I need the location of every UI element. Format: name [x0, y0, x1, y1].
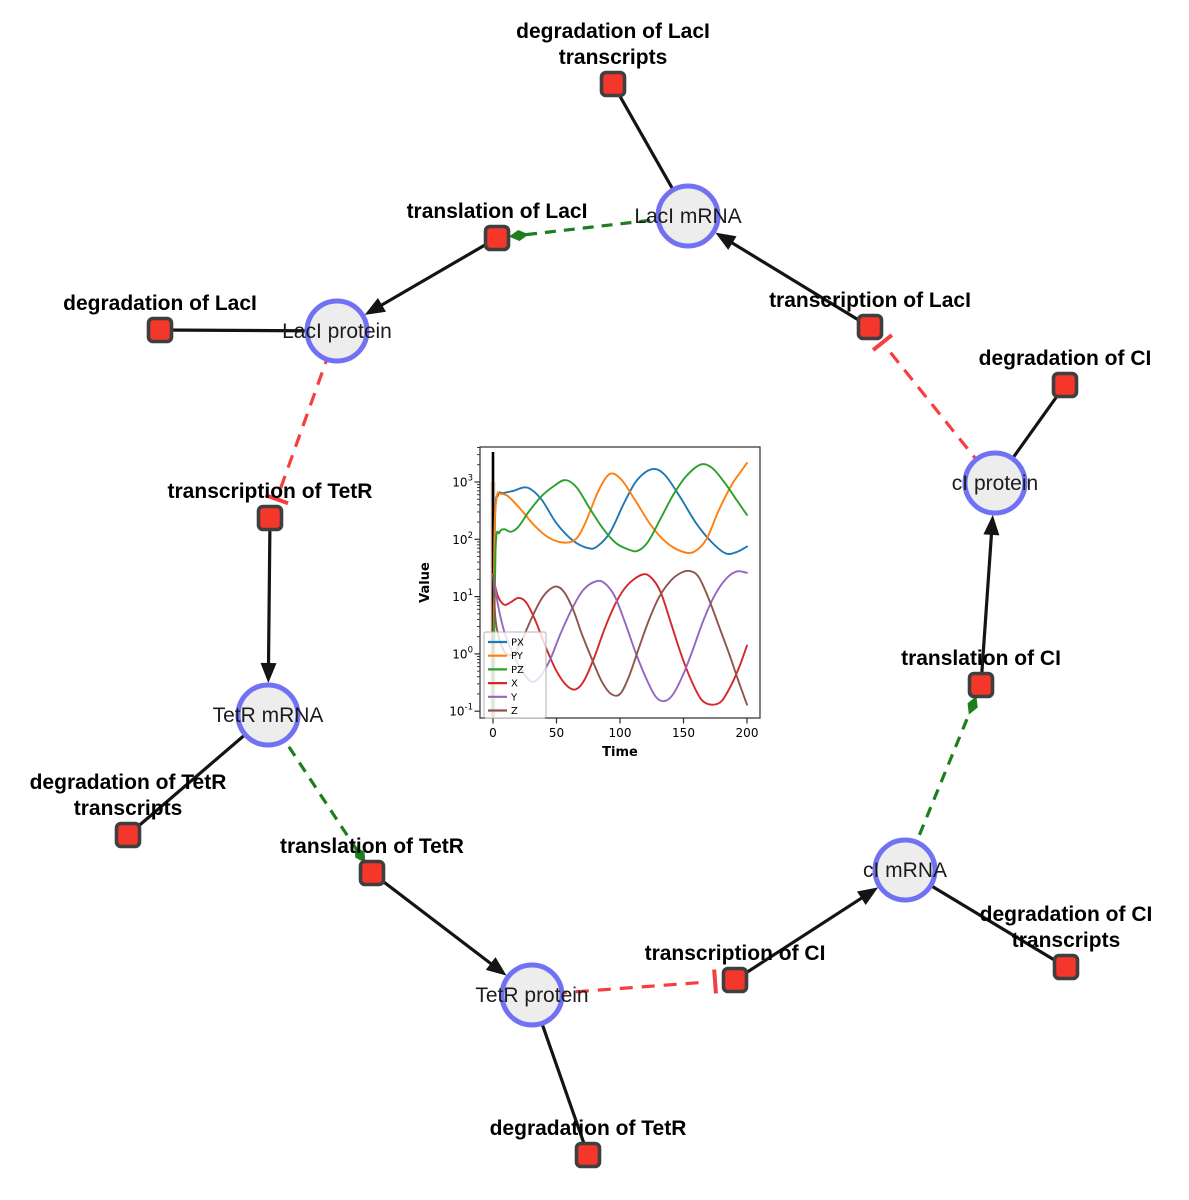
x-tick-label: 50 [549, 726, 564, 740]
inhibition-bar-icon [712, 969, 718, 994]
y-tick-label: 102 [452, 531, 473, 547]
reaction-node-transl_tetr [358, 859, 386, 887]
species-node-ci_protein [962, 450, 1028, 516]
arrowhead-icon [485, 957, 507, 976]
x-tick-label: 100 [609, 726, 632, 740]
labels-layer: degradation of LacI transcripts translatio… [30, 20, 1153, 1140]
reaction-label-transl_tetr: translation of TetR [280, 835, 464, 858]
axes: 10-1 100 101 102 103 0 50 100 150 200 Time Value [418, 446, 761, 760]
series-X [492, 573, 748, 706]
reaction-node-deg_tetr_tx [114, 821, 142, 849]
reaction-label-deg_tetr_tx: transcripts [74, 797, 183, 820]
arrowhead-icon [260, 662, 277, 684]
edge-product-transl_ci-ci_protein [979, 530, 994, 686]
legend-label: PZ [511, 665, 524, 676]
inhibition-bar-icon [871, 333, 894, 352]
legend-label: Z [511, 706, 518, 717]
reaction-label-deg_ci_tx: transcripts [1012, 929, 1121, 952]
reaction-node-txn_laci [856, 313, 884, 341]
species-node-tetr_mrna [235, 682, 301, 748]
reaction-label-deg_laci: degradation of LacI [63, 292, 257, 315]
species-node-laci_protein [304, 298, 370, 364]
reaction-label-deg_ci: degradation of CI [979, 347, 1152, 370]
species-label-laci_protein: LacI protein [282, 320, 392, 343]
species-label-tetr_protein: TetR protein [475, 984, 588, 1007]
modifier-arrowhead-icon [967, 696, 978, 715]
y-tick-label: 101 [452, 588, 473, 604]
series-PZ [492, 463, 748, 718]
y-tick-label: 103 [452, 474, 473, 490]
x-tick-label: 0 [489, 726, 497, 740]
legend-label: X [511, 679, 518, 690]
reaction-label-deg_laci_tx: degradation of LacI [516, 20, 710, 43]
reaction-label-txn_laci: transcription of LacI [769, 289, 971, 312]
species-node-tetr_protein [499, 962, 565, 1028]
edge-product-transl_laci-laci_protein [377, 236, 498, 309]
reaction-label-deg_laci_tx: transcripts [559, 46, 668, 69]
arrowhead-icon [983, 514, 1000, 536]
species-node-laci_mrna [655, 183, 721, 249]
reaction-label-transl_laci: translation of LacI [407, 200, 588, 223]
reaction-node-deg_laci [146, 316, 174, 344]
reaction-label-transl_ci: translation of CI [901, 647, 1061, 670]
edge-product-txn_laci-laci_mrna [728, 239, 871, 329]
y-tick-label: 100 [452, 645, 473, 661]
species-label-ci_mrna: cI mRNA [863, 859, 947, 882]
species-label-ci_protein: cI protein [952, 472, 1038, 495]
inhibition-bar-icon [264, 493, 289, 506]
reaction-label-deg_ci_tx: degradation of CI [980, 903, 1153, 926]
reaction-node-txn_ci [721, 966, 749, 994]
reaction-label-deg_tetr_tx: degradation of TetR [30, 771, 227, 794]
arrowhead-icon [856, 887, 879, 905]
legend-label: PX [511, 638, 524, 649]
edge-product-txn_ci-ci_mrna [734, 894, 866, 982]
x-tick-label: 200 [736, 726, 759, 740]
modifier-arrowhead-icon [354, 846, 366, 863]
reaction-node-transl_laci [483, 224, 511, 252]
series-PY [492, 462, 748, 718]
edge-product-txn_tetr-tetr_mrna [266, 517, 272, 668]
arrowhead-icon [715, 232, 737, 250]
y-axis-label: Value [418, 562, 433, 603]
reaction-node-txn_tetr [256, 504, 284, 532]
modifier-arrowhead-icon [508, 230, 529, 241]
reaction-node-deg_laci_tx [599, 70, 627, 98]
edge-product-transl_tetr-tetr_protein [371, 871, 495, 968]
nodes-layer [114, 70, 1080, 1169]
y-tick-label: 10-1 [449, 703, 473, 719]
legend-label: PY [511, 651, 524, 662]
reaction-node-deg_tetr [574, 1141, 602, 1169]
species-label-laci_mrna: LacI mRNA [634, 205, 741, 228]
reaction-label-deg_tetr: degradation of TetR [490, 1117, 687, 1140]
reaction-node-deg_ci [1051, 371, 1079, 399]
reaction-label-txn_tetr: transcription of TetR [168, 480, 373, 503]
legend-label: Y [510, 692, 518, 703]
reaction-node-deg_ci_tx [1052, 953, 1080, 981]
x-axis-label: Time [602, 745, 638, 760]
reaction-label-txn_ci: transcription of CI [645, 942, 826, 965]
species-node-ci_mrna [872, 837, 938, 903]
arrowhead-icon [364, 297, 386, 315]
x-tick-label: 150 [672, 726, 695, 740]
species-label-tetr_mrna: TetR mRNA [213, 704, 324, 727]
reaction-node-transl_ci [967, 671, 995, 699]
legend: PX PY PZ XYZ [483, 631, 547, 719]
